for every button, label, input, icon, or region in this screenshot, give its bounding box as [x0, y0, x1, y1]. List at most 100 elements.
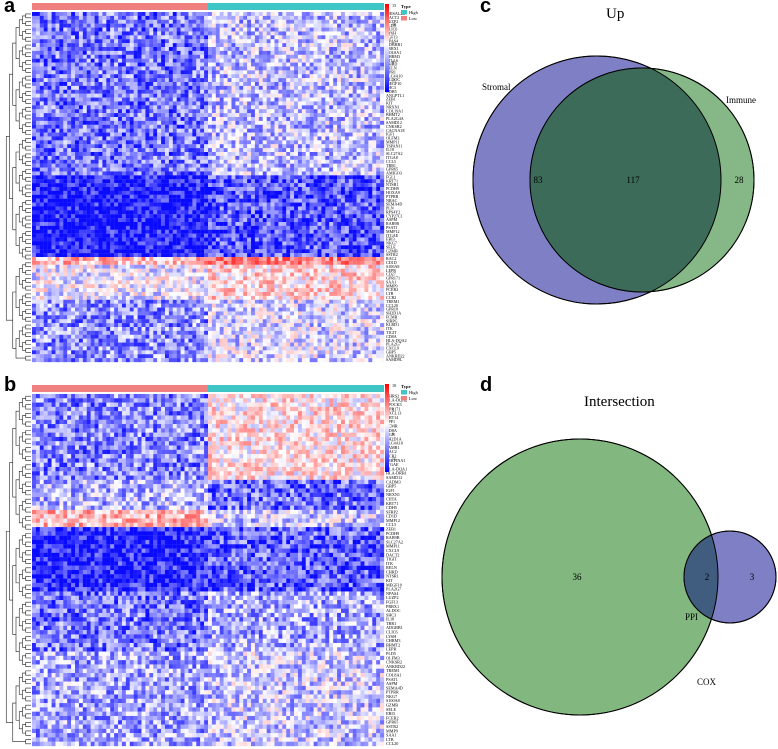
gene-label: OLFM3 — [386, 655, 400, 660]
panel-c: c Up Stromal Immune 83 117 28 — [420, 0, 778, 370]
gene-label: CLIC6 — [386, 630, 398, 635]
gene-label: SLC27A2 — [386, 539, 403, 544]
gene-label: RAB9B — [386, 535, 400, 540]
gene-label: DHRS2 — [386, 393, 399, 398]
gene-label: PLN — [386, 206, 394, 211]
gene-label: CDH5 — [386, 505, 397, 510]
heatmap-a: SHISAL2BDACT2LUZP2PLD5CLIC6LY6HFGF13NPAS… — [5, 3, 419, 362]
gene-label: GZMB — [386, 248, 398, 253]
gene-label: CCR2 — [386, 295, 396, 300]
gene-label: MMP11 — [386, 139, 399, 144]
gene-label: SH2D1A — [386, 436, 402, 441]
gene-label: IGF1 — [386, 488, 395, 493]
legend-title: Type — [401, 384, 411, 389]
gene-label: RELN — [386, 66, 397, 71]
gene-label: FGL1 — [386, 174, 396, 179]
gene-label: S100A8 — [386, 698, 400, 703]
venn-c-immune-count: 28 — [735, 175, 745, 185]
gene-label: NPAS4 — [386, 591, 399, 596]
gene-label: CCR2 — [386, 454, 396, 459]
gene-label: RPS4Y2 — [386, 209, 400, 214]
gene-label: ANGPTL1 — [386, 93, 404, 98]
gene-label: PLA2G7 — [386, 587, 401, 592]
venn-c-stromal-label: Stromal — [482, 82, 511, 92]
gene-label: KRT71 — [386, 501, 398, 506]
gene-label: TREM1 — [386, 668, 400, 673]
gene-label: CXCL9 — [386, 548, 399, 553]
gene-label: OLFM3 — [386, 136, 399, 141]
venn-c: Stromal Immune 83 117 28 — [472, 55, 756, 305]
gene-label: HOXA9 — [386, 190, 400, 195]
annotation-high — [208, 385, 384, 392]
gene-label: RAC2 — [386, 256, 396, 261]
legend-label-high: High — [409, 390, 419, 395]
gene-label: DACT2 — [386, 552, 400, 557]
gene-label: KRT71 — [386, 178, 398, 183]
gene-label: GPR65 — [386, 720, 398, 725]
gene-label: TSPAN11 — [386, 143, 402, 148]
gene-label: COL8A1 — [386, 672, 402, 677]
colorbar-tick: 15 — [392, 3, 396, 8]
gene-label: PCDH9 — [386, 531, 399, 536]
gene-label: SPP1 — [386, 419, 395, 424]
gene-label: CDH5 — [386, 89, 397, 94]
gene-label: NPAS4 — [386, 38, 398, 43]
gene-label: IL18 — [386, 617, 394, 622]
gene-label: SIRPG — [386, 318, 398, 323]
venn-d-cox-count: 36 — [573, 572, 583, 582]
gene-label: EBI3 — [386, 711, 395, 716]
gene-label: PRRX1 — [386, 604, 399, 609]
venn-d-intersection — [684, 531, 718, 623]
legend-label-low: Low — [409, 396, 418, 401]
gene-label: FCER2 — [386, 287, 398, 292]
gene-label: CCL20 — [386, 303, 398, 308]
gene-label: HLA-DRB1 — [386, 471, 407, 476]
gene-label: FGF13 — [386, 599, 398, 604]
annotation-high — [208, 3, 384, 10]
gene-label: CD1D — [386, 514, 397, 519]
gene-label: NTSR1 — [386, 182, 398, 187]
gene-label: KIT — [386, 101, 393, 106]
legend-label-low: Low — [409, 16, 418, 21]
gene-label: HLA-DQA2 — [386, 338, 407, 343]
gene-label: BHMT2 — [386, 112, 400, 117]
venn-c-immune-label: Immune — [726, 95, 756, 105]
gene-label: CHRM3 — [386, 638, 400, 643]
venn-d-title: Intersection — [584, 394, 655, 410]
gene-label: MMP12 — [386, 518, 400, 523]
gene-label: SHISAL2B — [386, 11, 405, 16]
gene-label: MMP9 — [386, 728, 398, 733]
gene-label: CCL5 — [386, 159, 396, 164]
gene-label: AMIGO3 — [386, 171, 402, 176]
gene-label: FGF13 — [386, 34, 398, 39]
venn-c-title: Up — [606, 6, 625, 22]
gene-label: SELE — [386, 244, 396, 249]
gene-label: KLRD1 — [386, 322, 399, 327]
gene-label: RELN — [386, 565, 397, 570]
gene-label: NRXN1 — [386, 104, 400, 109]
gene-label: ASPM — [386, 681, 398, 686]
gene-label: GPR18 — [386, 307, 398, 312]
gene-label: TBR1 — [386, 621, 396, 626]
gene-label: EBI3 — [386, 237, 395, 242]
gene-label: FCMR — [386, 423, 398, 428]
gene-label: MMP11 — [386, 544, 400, 549]
colorbar — [385, 4, 389, 92]
gene-label: IL18 — [386, 147, 394, 152]
gene-label: SEMA4D — [386, 685, 403, 690]
gene-label: PCDH9 — [386, 186, 399, 191]
gene-label: CNKSR2 — [386, 124, 402, 129]
row-dendrogram — [5, 13, 31, 361]
gene-label: COL19A1 — [386, 108, 403, 113]
legend-swatch-low — [401, 16, 407, 21]
gene-label: SSTR2 — [386, 724, 398, 729]
gene-label: KRT14 — [386, 415, 399, 420]
gene-label: HLA-DQA1 — [386, 466, 407, 471]
venn-d: 36 2 3 PPI COX — [441, 438, 777, 716]
gene-label: CCL20 — [386, 741, 398, 746]
gene-label: GBP5 — [386, 484, 396, 489]
gene-label: MMP9 — [386, 283, 398, 288]
gene-label: SAMD12 — [386, 120, 402, 125]
gene-label: DACT2 — [386, 15, 399, 20]
